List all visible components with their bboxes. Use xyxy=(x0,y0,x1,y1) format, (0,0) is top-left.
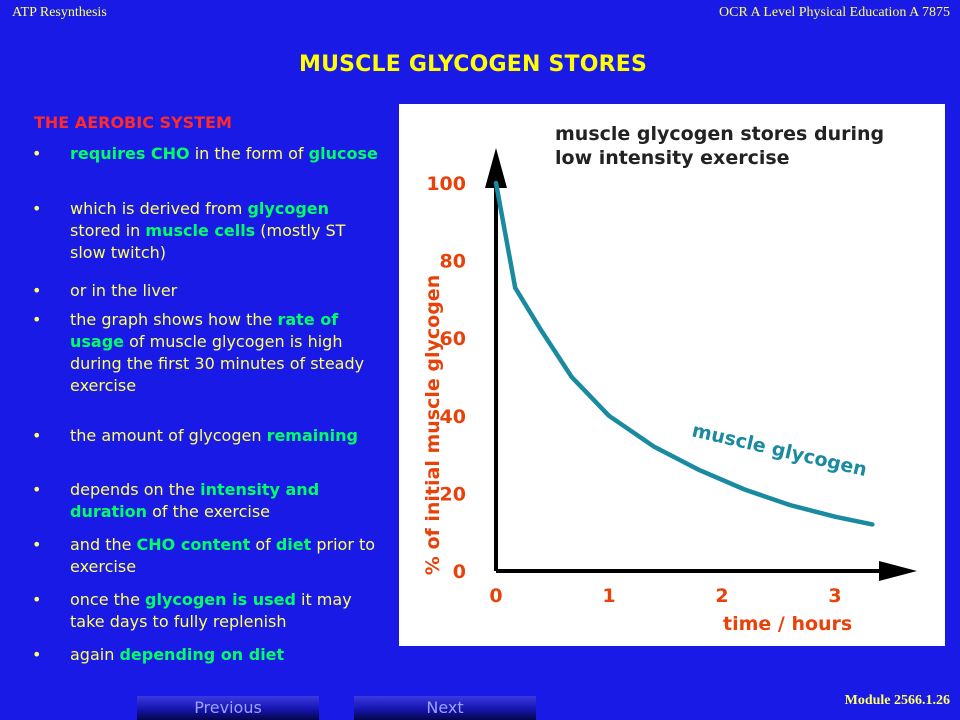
previous-button[interactable]: Previous xyxy=(137,696,319,720)
bullet-highlight: intensity and duration xyxy=(70,480,320,521)
data-point xyxy=(607,413,611,418)
course-label: OCR A Level Physical Education A 7875 xyxy=(719,5,950,20)
bullet-highlight: glycogen is used xyxy=(145,590,296,609)
bullet-text: of the exercise xyxy=(147,502,271,521)
bullet-highlight: glycogen xyxy=(247,199,330,218)
chart-title-line-2: low intensity exercise xyxy=(555,147,790,169)
glycogen-chart: muscle glycogen stores during low intens… xyxy=(422,123,917,635)
x-tick-label: 0 xyxy=(489,585,502,607)
x-axis-arrow xyxy=(879,561,917,581)
bullet-text: which is derived from xyxy=(70,199,248,218)
x-axis-label: time / hours xyxy=(723,613,852,635)
bullet-item: and the CHO content of diet prior to exe… xyxy=(30,534,380,578)
x-tick-label: 2 xyxy=(715,585,728,607)
bullet-highlight: rate of usage xyxy=(70,310,339,351)
bullet-text: and the xyxy=(70,535,137,554)
bullet-highlight: depending on diet xyxy=(119,645,285,664)
bullet-text: it may take days to fully replenish xyxy=(70,590,352,631)
topic-label: ATP Resynthesis xyxy=(12,5,107,20)
x-tick-label: 1 xyxy=(602,585,615,607)
x-tick-label: 3 xyxy=(828,585,841,607)
bullet-text: once the xyxy=(70,590,145,609)
bullet-text: or in the liver xyxy=(70,281,178,300)
bullet-highlight: diet xyxy=(275,535,312,554)
bullet-text: depends on the xyxy=(70,480,201,499)
bullet-highlight: CHO content xyxy=(136,535,251,554)
section-heading: THE AEROBIC SYSTEM xyxy=(34,113,232,132)
bullet-item: which is derived from glycogen stored in… xyxy=(30,198,380,264)
bullet-text: (mostly ST slow twitch) xyxy=(70,221,346,262)
data-point xyxy=(697,468,702,473)
next-button[interactable]: Next xyxy=(354,696,536,720)
bullet-text: of muscle glycogen is high during the fi… xyxy=(70,332,365,395)
data-point xyxy=(787,503,792,508)
data-point xyxy=(833,514,837,519)
bullet-highlight: remaining xyxy=(266,426,358,445)
data-point xyxy=(870,522,875,527)
bullet-text: stored in xyxy=(70,221,146,240)
module-label: Module 2566.1.26 xyxy=(844,693,950,708)
data-point xyxy=(652,444,657,449)
data-point xyxy=(494,181,498,185)
y-tick-label: 60 xyxy=(440,328,466,350)
y-tick-label: 20 xyxy=(440,483,466,505)
bullet-text: again xyxy=(70,645,120,664)
bullet-text: in the form of xyxy=(189,144,309,163)
bullet-text: prior to exercise xyxy=(70,535,376,576)
slide-title: MUSCLE GLYCOGEN STORES xyxy=(298,52,648,77)
data-point xyxy=(539,328,544,333)
bullet-item: once the glycogen is used it may take da… xyxy=(30,589,380,633)
chart-title-line-1: muscle glycogen stores during xyxy=(555,123,884,145)
series-label: muscle glycogen xyxy=(690,419,869,481)
y-axis-label: % of initial muscle glycogen xyxy=(422,275,444,575)
bullet-item: again depending on diet xyxy=(30,644,380,666)
data-point xyxy=(569,375,574,379)
bullet-highlight: requires CHO xyxy=(70,144,190,163)
bullet-item: the amount of glycogen remaining xyxy=(30,425,380,447)
y-tick-label: 40 xyxy=(440,406,466,428)
chart-panel: muscle glycogen stores during low intens… xyxy=(399,104,945,646)
y-tick-label: 80 xyxy=(440,251,466,273)
bullet-item: or in the liver xyxy=(30,280,380,302)
y-tick-label: 0 xyxy=(453,561,466,583)
bullet-text: of xyxy=(250,535,276,554)
y-axis-arrow xyxy=(485,148,507,188)
data-point xyxy=(742,487,747,492)
bullet-highlight: muscle cells xyxy=(145,221,256,240)
y-tick-label: 100 xyxy=(426,173,466,195)
series-line-muscle-glycogen xyxy=(493,180,875,527)
bullet-item: the graph shows how the rate of usage of… xyxy=(30,309,380,397)
data-point xyxy=(513,285,518,290)
bullet-item: requires CHO in the form of glucose xyxy=(30,143,380,165)
bullet-text: the graph shows how the xyxy=(70,310,278,329)
bullet-item: depends on the intensity and duration of… xyxy=(30,479,380,523)
bullet-highlight: glucose xyxy=(308,144,378,163)
bullet-text: the amount of glycogen xyxy=(70,426,267,445)
